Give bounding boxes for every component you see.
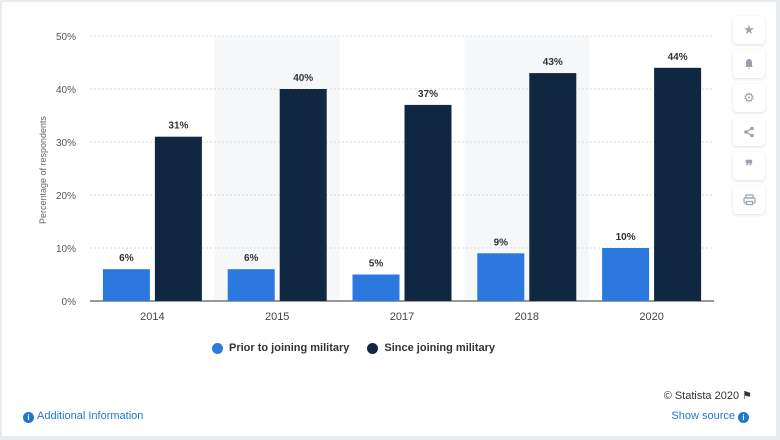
data-label: 31%	[168, 121, 188, 132]
data-label: 40%	[293, 73, 313, 84]
y-tick-label: 30%	[56, 138, 76, 149]
y-tick-label: 40%	[56, 85, 76, 96]
data-label: 10%	[616, 232, 636, 243]
x-tick-label: 2015	[265, 311, 289, 323]
data-label: 44%	[668, 52, 688, 63]
quote-icon[interactable]: ❞	[733, 152, 765, 180]
bar-2015-since	[279, 89, 327, 301]
legend-label-prior: Prior to joining military	[229, 342, 350, 354]
bar-2014-prior	[102, 269, 150, 301]
show-source-label: Show source	[671, 410, 735, 422]
bar-2017-prior	[352, 274, 400, 301]
bar-2018-since	[529, 73, 577, 301]
bar-2020-prior	[602, 248, 650, 301]
print-icon[interactable]	[733, 186, 765, 214]
y-tick-label: 10%	[56, 244, 76, 255]
x-tick-label: 2018	[515, 311, 539, 323]
data-label: 6%	[244, 253, 259, 264]
flag-icon: ⚑	[742, 390, 752, 402]
bar-2014-since	[154, 136, 202, 301]
credit-text: © Statista 2020	[663, 390, 740, 402]
toolbar: ★ ⚙ ❞	[730, 16, 768, 214]
x-axis: 2014 2015 2017 2018 2020	[140, 311, 664, 323]
star-icon[interactable]: ★	[733, 16, 765, 44]
data-label: 37%	[418, 89, 438, 100]
y-tick-label: 50%	[56, 32, 76, 43]
bar-2020-since	[654, 67, 702, 301]
bell-icon[interactable]	[733, 50, 765, 78]
bar-2018-prior	[477, 253, 525, 301]
legend-dot-prior	[212, 342, 223, 354]
info-icon: i	[738, 412, 749, 423]
data-label: 6%	[119, 253, 134, 264]
legend-label-since: Since joining military	[384, 342, 496, 354]
legend-dot-since	[367, 342, 379, 354]
bar-2017-since	[404, 104, 452, 302]
y-axis-label: Percentage of respondents	[38, 115, 48, 224]
bars	[102, 67, 702, 302]
x-tick-label: 2017	[390, 311, 414, 323]
data-labels: 6% 31% 6% 40% 5% 37% 9% 43% 10% 44%	[119, 52, 688, 270]
data-label: 5%	[369, 259, 384, 270]
legend-item-prior[interactable]: Prior to joining military	[212, 342, 349, 354]
share-icon[interactable]	[733, 118, 765, 146]
y-tick-label: 0%	[62, 297, 77, 308]
y-axis: 0% 10% 20% 30% 40% 50%	[56, 32, 76, 308]
gear-icon[interactable]: ⚙	[733, 84, 765, 112]
bar-chart: 0% 10% 20% 30% 40% 50% 6% 31% 6% 40% 5% 37% 9% 43% 10…	[38, 32, 714, 323]
legend: Prior to joining military Since joining …	[212, 342, 495, 354]
additional-information-link[interactable]: i Additional Information	[20, 410, 143, 423]
show-source-link[interactable]: Show source i	[671, 410, 752, 423]
y-tick-label: 20%	[56, 191, 76, 202]
x-tick-label: 2014	[140, 311, 164, 323]
data-label: 43%	[543, 57, 563, 68]
additional-information-label: Additional Information	[37, 410, 144, 422]
legend-item-since[interactable]: Since joining military	[367, 342, 495, 354]
bar-2015-prior	[227, 269, 275, 301]
chart-card: 0% 10% 20% 30% 40% 50% 6% 31% 6% 40% 5% 37% 9% 43% 10…	[2, 2, 776, 436]
x-tick-label: 2020	[639, 311, 663, 323]
data-label: 9%	[494, 237, 509, 248]
statista-credit[interactable]: © Statista 2020 ⚑	[664, 389, 752, 402]
info-icon: i	[23, 412, 34, 423]
